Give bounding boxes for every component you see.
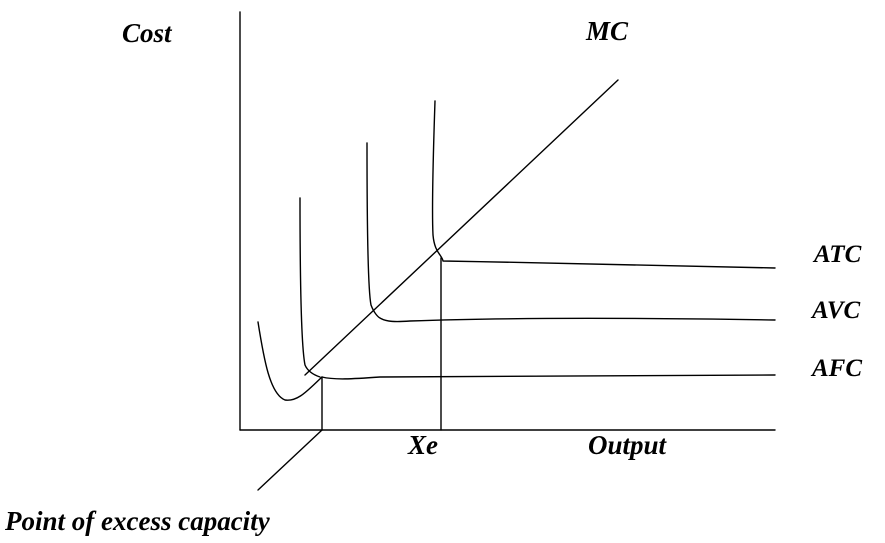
avc-label: AVC <box>812 297 861 324</box>
x-axis-label: Output <box>588 430 667 460</box>
mc-curve <box>304 79 619 376</box>
atc-label: ATC <box>814 241 862 268</box>
avc-curve <box>366 142 776 323</box>
excess-capacity-pointer <box>257 429 323 491</box>
mc-label: MC <box>586 16 629 46</box>
afc-label: AFC <box>812 355 863 382</box>
xe-label: Xe <box>408 430 438 460</box>
short-run-curve-1 <box>299 197 321 378</box>
atc-curve <box>431 100 776 269</box>
afc-curve <box>257 321 776 401</box>
y-axis-label: Cost <box>122 18 172 48</box>
excess-capacity-label: Point of excess capacity <box>5 506 270 536</box>
